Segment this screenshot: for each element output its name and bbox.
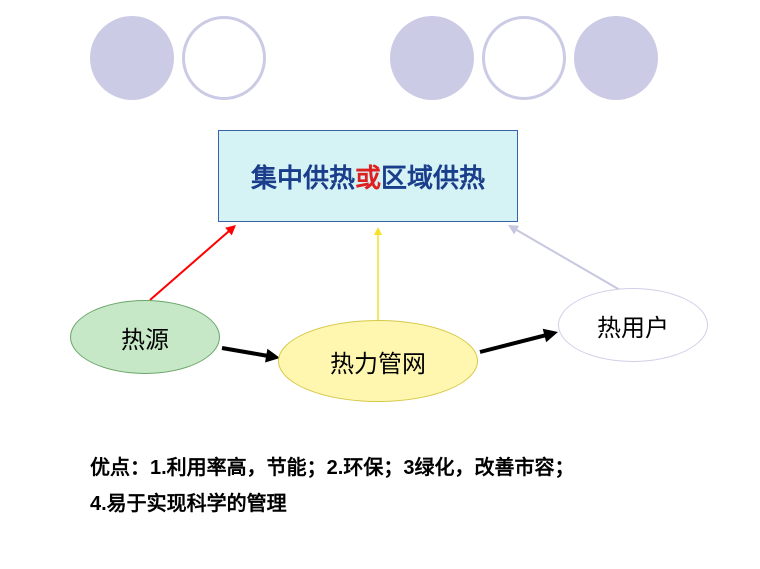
- deco-circle-3: [390, 16, 474, 100]
- node-user-label: 热用户: [597, 308, 669, 343]
- node-source-label: 热源: [121, 320, 169, 355]
- node-source: 热源: [70, 300, 220, 374]
- node-user: 热用户: [558, 288, 708, 362]
- footer-line-1: 优点：1.利用率高，节能；2.环保；3绿化，改善市容；: [90, 450, 680, 486]
- footer-text: 优点：1.利用率高，节能；2.环保；3绿化，改善市容； 4.易于实现科学的管理: [90, 450, 680, 522]
- deco-circle-1: [90, 16, 174, 100]
- deco-circle-4: [482, 16, 566, 100]
- footer-line-2: 4.易于实现科学的管理: [90, 486, 680, 522]
- title-part-3: 区域供热: [381, 158, 485, 195]
- node-network: 热力管网: [278, 320, 478, 402]
- title-part-2: 或: [355, 158, 381, 195]
- node-network-label: 热力管网: [330, 344, 426, 379]
- deco-circle-2: [182, 16, 266, 100]
- deco-circle-5: [574, 16, 658, 100]
- title-part-1: 集中供热: [251, 158, 355, 195]
- title-box: 集中供热或区域供热: [218, 130, 518, 222]
